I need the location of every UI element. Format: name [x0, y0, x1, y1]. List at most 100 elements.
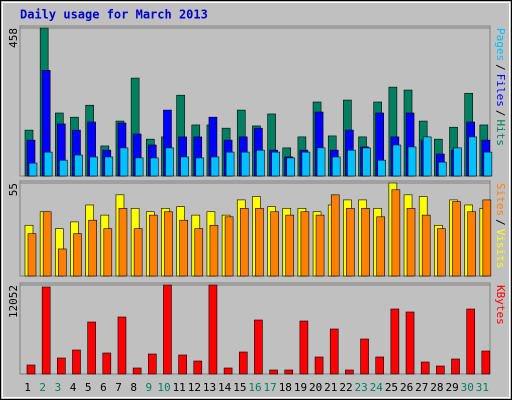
- x-tick-label: 20: [309, 381, 322, 394]
- bar: [315, 214, 325, 277]
- y-tick-label: 458: [7, 28, 20, 48]
- bar: [468, 136, 477, 177]
- bar: [26, 364, 36, 375]
- bar: [165, 147, 174, 177]
- x-tick-label: 8: [130, 381, 137, 394]
- bar: [88, 219, 97, 277]
- bar: [269, 369, 278, 375]
- bar: [361, 208, 370, 277]
- bar: [391, 189, 401, 277]
- bar: [314, 356, 324, 375]
- x-tick-label: 27: [415, 381, 428, 394]
- bar: [301, 151, 311, 177]
- x-tick-label: 29: [445, 381, 458, 394]
- bar: [117, 316, 127, 375]
- bar: [406, 208, 416, 277]
- bar: [285, 214, 295, 277]
- legend-entry: Pages: [494, 28, 507, 61]
- bar: [164, 211, 173, 277]
- bar: [223, 367, 233, 375]
- legend-entry: Sites: [494, 183, 507, 216]
- bar: [376, 216, 386, 277]
- bar: [347, 149, 356, 177]
- bar: [148, 214, 158, 277]
- x-tick-label: 2: [39, 381, 46, 394]
- bar: [284, 369, 294, 375]
- bar: [87, 321, 96, 375]
- legend-entry: KBytes: [494, 285, 507, 325]
- bar: [134, 157, 144, 177]
- legend-separator: /: [494, 64, 507, 71]
- bar: [225, 151, 235, 177]
- bar: [193, 360, 203, 375]
- bar: [407, 146, 417, 177]
- bar: [73, 233, 82, 277]
- x-tick-label: 4: [70, 381, 77, 394]
- x-tick-label: 14: [218, 381, 232, 394]
- bar: [57, 357, 66, 375]
- bar: [179, 219, 188, 277]
- bar: [72, 349, 81, 375]
- x-tick-label: 5: [85, 381, 92, 394]
- x-tick-label: 17: [264, 381, 277, 394]
- bar: [452, 201, 461, 277]
- bar: [224, 216, 234, 277]
- x-tick-label: 16: [248, 381, 261, 394]
- bar: [286, 157, 296, 177]
- x-tick-label: 23: [355, 381, 368, 394]
- bar: [208, 284, 218, 375]
- x-tick-label: 11: [173, 381, 186, 394]
- bar: [346, 208, 355, 277]
- bar: [330, 194, 340, 277]
- bar: [256, 149, 265, 177]
- bar: [149, 157, 159, 177]
- bar: [271, 151, 280, 177]
- x-tick-label: 1: [24, 381, 31, 394]
- bar: [132, 367, 142, 375]
- x-tick-label: 7: [115, 381, 122, 394]
- x-tick-label: 24: [370, 381, 384, 394]
- x-tick-label: 10: [157, 381, 170, 394]
- bar: [209, 224, 219, 277]
- bar: [102, 352, 112, 375]
- x-tick-label: 30: [461, 381, 474, 394]
- bar: [238, 351, 248, 375]
- bar: [194, 228, 204, 277]
- bar: [438, 161, 447, 177]
- bar: [74, 154, 83, 177]
- bar: [422, 136, 432, 177]
- bar: [390, 308, 400, 375]
- chart-title: Daily usage for March 2013: [20, 8, 208, 22]
- legend-entry: Visits: [494, 229, 507, 269]
- bar: [255, 208, 264, 277]
- bar: [178, 354, 187, 375]
- bar: [210, 156, 220, 177]
- bar: [467, 211, 476, 277]
- bar: [118, 208, 128, 277]
- bar: [27, 233, 37, 277]
- bar: [103, 228, 113, 277]
- legend-separator: /: [494, 110, 507, 117]
- bar: [316, 147, 326, 177]
- x-tick-label: 19: [294, 381, 307, 394]
- bar: [58, 248, 67, 277]
- x-tick-label: 9: [146, 381, 153, 394]
- y-tick-label: 12052: [7, 285, 20, 318]
- bar: [239, 208, 249, 277]
- bar: [299, 320, 309, 375]
- x-tick-label: 25: [385, 381, 398, 394]
- bar: [375, 356, 385, 375]
- bar: [59, 159, 68, 177]
- bar: [392, 144, 402, 177]
- bar: [420, 361, 430, 375]
- x-tick-label: 18: [279, 381, 292, 394]
- bar: [437, 228, 446, 277]
- x-tick-label: 31: [476, 381, 489, 394]
- x-tick-label: 22: [339, 381, 352, 394]
- bar: [466, 308, 475, 375]
- bar: [329, 328, 339, 375]
- bar: [436, 365, 445, 375]
- legend-separator: /: [494, 219, 507, 226]
